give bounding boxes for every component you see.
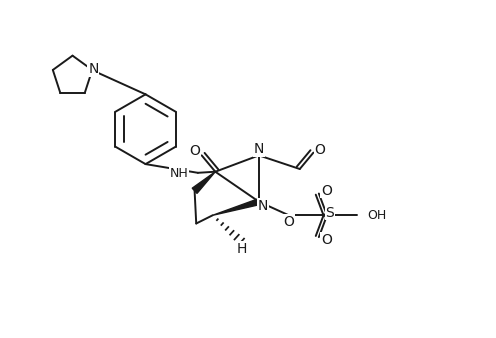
Text: NH: NH — [169, 167, 188, 180]
Polygon shape — [192, 172, 215, 193]
Text: N: N — [88, 62, 99, 76]
Text: H: H — [236, 242, 247, 256]
Text: O: O — [321, 184, 332, 198]
Text: O: O — [321, 233, 332, 247]
Text: N: N — [254, 142, 264, 156]
Polygon shape — [213, 199, 260, 215]
Text: N: N — [258, 199, 268, 213]
Text: O: O — [314, 143, 325, 157]
Text: S: S — [325, 206, 334, 220]
Text: OH: OH — [367, 209, 386, 222]
Text: O: O — [189, 144, 200, 158]
Text: O: O — [283, 215, 294, 229]
